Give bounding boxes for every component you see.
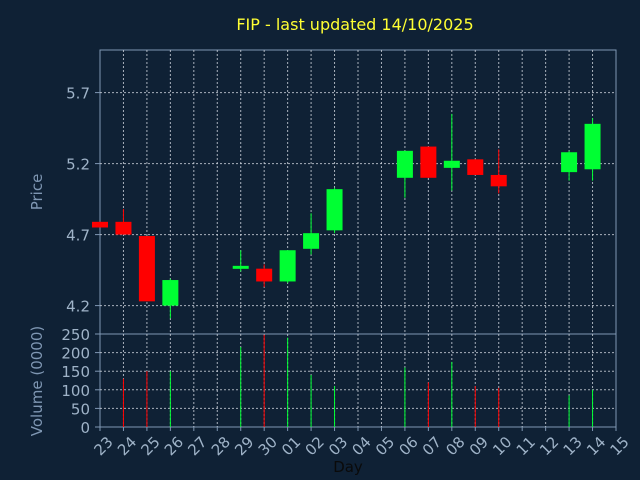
volume-tick-label: 50: [71, 400, 90, 418]
volume-tick-label: 0: [80, 419, 90, 437]
price-tick-label: 4.2: [66, 298, 90, 316]
candle-body: [232, 265, 249, 269]
volume-tick-label: 100: [61, 382, 90, 400]
volume-axis-label: Volume (0000): [28, 326, 46, 436]
candle-body: [443, 160, 460, 168]
volume-grid: [100, 334, 616, 427]
candle-body: [326, 189, 343, 231]
volume-tick-label: 250: [61, 326, 90, 344]
candle-body: [490, 174, 507, 187]
chart-title: FIP - last updated 14/10/2025: [236, 15, 473, 34]
volume-tick-label: 200: [61, 345, 90, 363]
candle-body: [279, 250, 296, 282]
candle-body: [138, 236, 155, 302]
candle-body: [396, 150, 413, 178]
price-tick-label: 5.2: [66, 156, 90, 174]
volume-tick-label: 150: [61, 363, 90, 381]
price-axis-label: Price: [28, 174, 46, 211]
candle-body: [92, 221, 108, 228]
candles: [92, 113, 601, 319]
volume-bars: [122, 334, 594, 427]
price-tick-label: 4.7: [66, 227, 90, 245]
candle-body: [303, 233, 320, 249]
price-y-axis: 4.2 4.7 5.2 5.7: [66, 85, 100, 316]
x-axis-label: Day: [333, 458, 363, 476]
candle-body: [561, 152, 578, 173]
candle-body: [162, 280, 179, 306]
candle-body: [584, 123, 601, 170]
price-panel: 4.2 4.7 5.2 5.7 Price: [28, 49, 617, 335]
price-tick-label: 5.7: [66, 85, 90, 103]
candle-body: [420, 146, 437, 178]
candle-body: [115, 221, 132, 235]
candle-body: [467, 159, 484, 175]
candle-body: [256, 268, 273, 282]
